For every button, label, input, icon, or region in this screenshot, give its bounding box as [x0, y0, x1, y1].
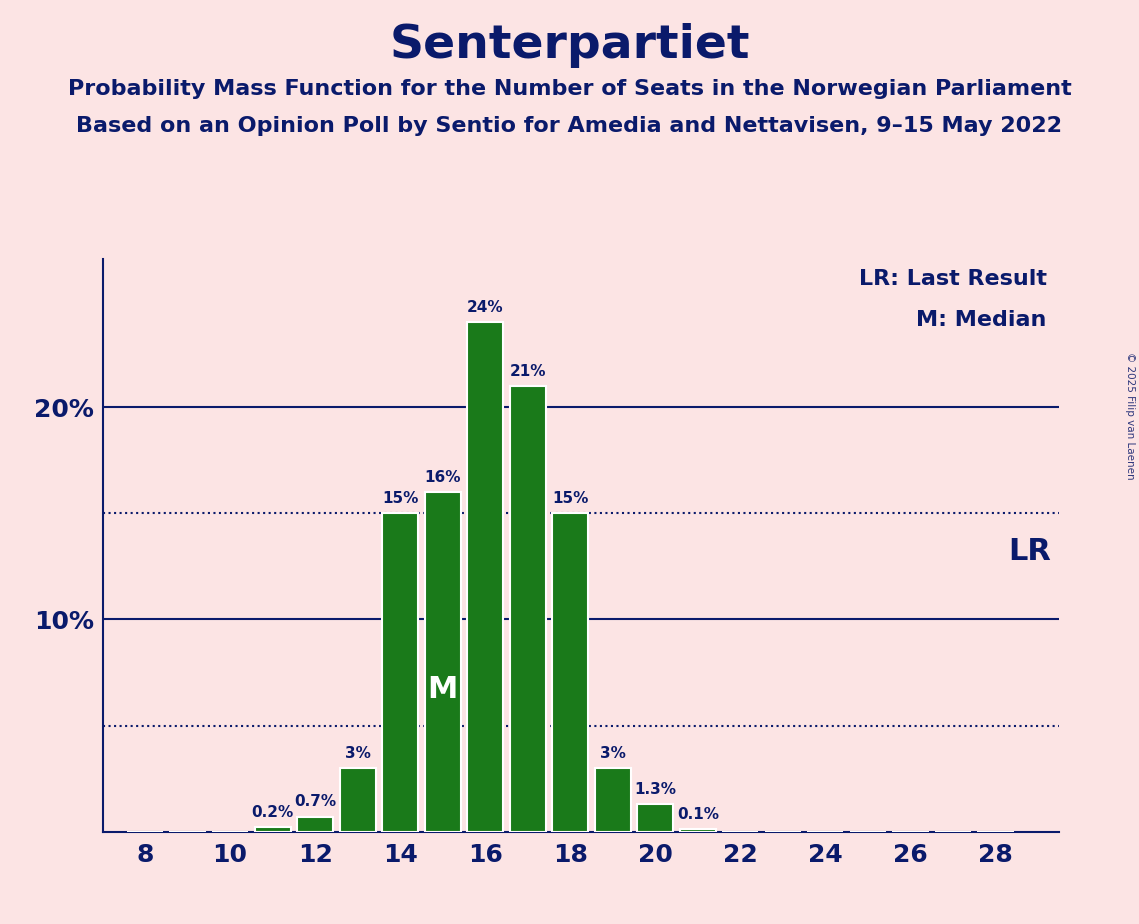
- Text: Based on an Opinion Poll by Sentio for Amedia and Nettavisen, 9–15 May 2022: Based on an Opinion Poll by Sentio for A…: [76, 116, 1063, 136]
- Text: 3%: 3%: [600, 746, 625, 760]
- Bar: [637, 804, 673, 832]
- Text: LR: Last Result: LR: Last Result: [859, 269, 1047, 289]
- Bar: [467, 322, 503, 832]
- Bar: [552, 514, 589, 832]
- Text: 1.3%: 1.3%: [634, 782, 677, 796]
- Text: 0.1%: 0.1%: [677, 807, 719, 822]
- Text: 15%: 15%: [552, 491, 589, 506]
- Text: © 2025 Filip van Laenen: © 2025 Filip van Laenen: [1125, 352, 1134, 480]
- Text: Senterpartiet: Senterpartiet: [390, 23, 749, 68]
- Text: 24%: 24%: [467, 300, 503, 315]
- Text: 3%: 3%: [345, 746, 370, 760]
- Text: 0.7%: 0.7%: [294, 795, 336, 809]
- Text: LR: LR: [1008, 537, 1051, 566]
- Bar: [425, 492, 461, 832]
- Text: 0.2%: 0.2%: [252, 805, 294, 820]
- Bar: [297, 817, 334, 832]
- Bar: [595, 768, 631, 832]
- Text: Probability Mass Function for the Number of Seats in the Norwegian Parliament: Probability Mass Function for the Number…: [67, 79, 1072, 99]
- Bar: [509, 386, 546, 832]
- Text: M: M: [427, 675, 458, 703]
- Text: 15%: 15%: [382, 491, 418, 506]
- Text: 21%: 21%: [509, 364, 546, 379]
- Bar: [382, 514, 418, 832]
- Bar: [680, 830, 716, 832]
- Text: M: Median: M: Median: [916, 310, 1047, 330]
- Text: 16%: 16%: [425, 469, 461, 485]
- Bar: [339, 768, 376, 832]
- Bar: [254, 827, 290, 832]
